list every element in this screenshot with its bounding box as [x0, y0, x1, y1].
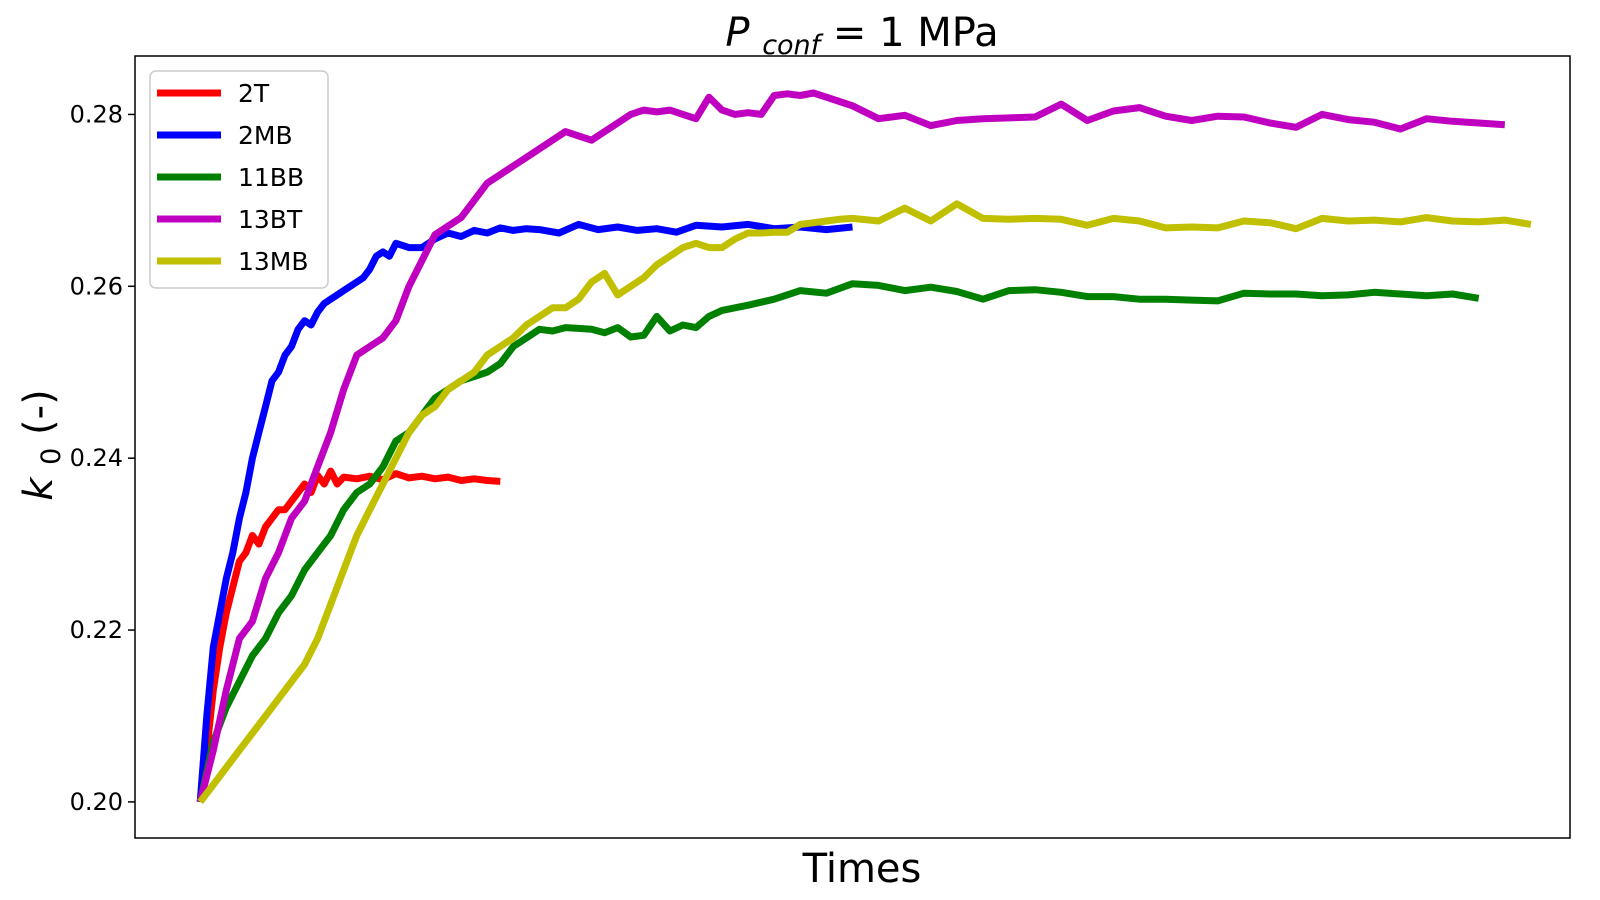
series-line-13mb [197, 200, 1532, 805]
y-axis-label-main: k [16, 476, 62, 501]
chart-title: P conf = 1 MPa [725, 10, 998, 64]
series-line-13bt [196, 89, 1506, 803]
legend-label-13bt: 13BT [238, 205, 303, 234]
chart-title-main: P [725, 10, 750, 56]
y-tick-label: 0.24 [70, 444, 123, 472]
legend-label-11bb: 11BB [238, 163, 304, 192]
y-tick-label: 0.20 [70, 788, 123, 816]
series-line-11bb [196, 280, 1480, 803]
plot-frame [134, 55, 1571, 839]
y-tick-label: 0.28 [70, 100, 123, 128]
legend-box [149, 70, 329, 289]
series-line-2mb [196, 220, 853, 803]
x-axis-label: Times [802, 846, 922, 892]
chart-title-rest: = 1 MPa [833, 10, 999, 56]
y-axis-label-rest: (-) [16, 389, 62, 435]
y-tick-label: 0.22 [70, 616, 123, 644]
y-tick-label: 0.26 [70, 272, 123, 300]
y-axis: 0.20 0.22 0.24 0.26 0.28 [70, 100, 135, 816]
legend: 2T 2MB 11BB 13BT 13MB [149, 70, 329, 289]
legend-label-2t: 2T [238, 79, 270, 108]
legend-label-13mb: 13MB [238, 247, 309, 276]
y-axis-label-subscript: 0 [36, 448, 67, 465]
legend-label-2mb: 2MB [238, 121, 293, 150]
plot-area [196, 89, 1532, 805]
y-axis-label: k 0 (-) [16, 389, 70, 500]
